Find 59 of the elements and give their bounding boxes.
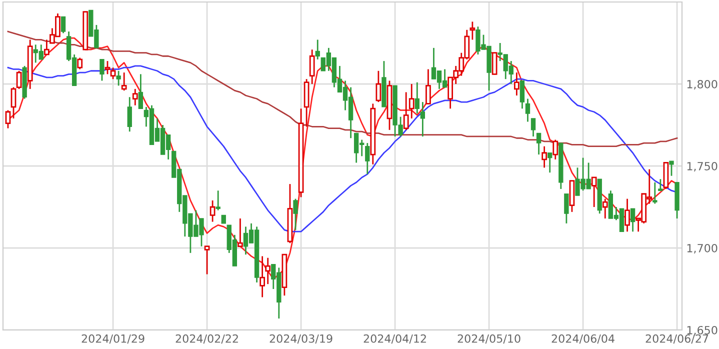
candlestick <box>426 68 431 104</box>
candlestick <box>414 82 420 114</box>
candlestick <box>216 190 220 211</box>
candlestick <box>536 132 542 156</box>
candlestick <box>100 58 104 82</box>
candlestick <box>548 152 552 174</box>
candlestick <box>564 193 569 224</box>
candlestick <box>315 39 320 60</box>
candlestick <box>127 96 132 132</box>
candlestick <box>365 142 370 175</box>
candlestick <box>470 20 476 40</box>
x-tick-label: 2024/03/19 <box>270 334 332 344</box>
candlestick <box>669 160 674 177</box>
x-tick-label: 2024/04/12 <box>364 334 426 344</box>
candlestick <box>652 182 658 204</box>
candlestick <box>293 198 298 231</box>
candlestick <box>238 218 243 248</box>
candlestick <box>376 70 382 103</box>
candlestick <box>591 176 597 208</box>
y-tick-label: 1,650 <box>687 326 718 336</box>
candlestick <box>420 101 426 138</box>
y-tick-label: 1,750 <box>687 162 718 172</box>
candlestick <box>530 118 536 138</box>
candlestick <box>309 48 315 85</box>
candlestick <box>5 110 11 129</box>
candlestick <box>492 52 498 75</box>
x-tick-label: 2024/02/22 <box>176 334 238 344</box>
candlestick <box>60 16 66 34</box>
x-tick-label: 2024/06/27 <box>646 334 708 344</box>
candlestick <box>408 83 414 120</box>
candlestick <box>602 198 608 220</box>
candlestick <box>110 66 116 80</box>
y-tick-label: 1,800 <box>687 80 718 90</box>
candlestick <box>16 70 22 90</box>
candlestick <box>658 178 663 192</box>
candlestick <box>260 256 266 298</box>
y-tick-label: 1,700 <box>687 244 718 254</box>
candlestick <box>104 60 110 75</box>
candlestick <box>630 208 636 232</box>
candlestick <box>265 257 271 285</box>
candlestick <box>520 80 525 110</box>
x-tick-label: 2024/05/10 <box>458 334 520 344</box>
candlestick <box>77 57 83 70</box>
candlestick <box>542 146 548 168</box>
candlestick <box>552 139 558 160</box>
x-tick-label: 2024/06/04 <box>552 334 614 344</box>
candlestick <box>514 72 520 96</box>
candlestick <box>121 72 127 92</box>
candlestick <box>204 246 210 275</box>
candlestick <box>10 86 16 120</box>
candlestick <box>210 200 216 222</box>
candlestick <box>138 73 144 110</box>
candlestick <box>132 88 138 106</box>
candlestick <box>44 39 50 56</box>
candlestick <box>116 70 121 86</box>
candlestick <box>624 198 630 232</box>
candlestick <box>525 98 530 122</box>
x-tick-label: 2024/01/29 <box>82 334 144 344</box>
candlestick <box>403 92 409 131</box>
